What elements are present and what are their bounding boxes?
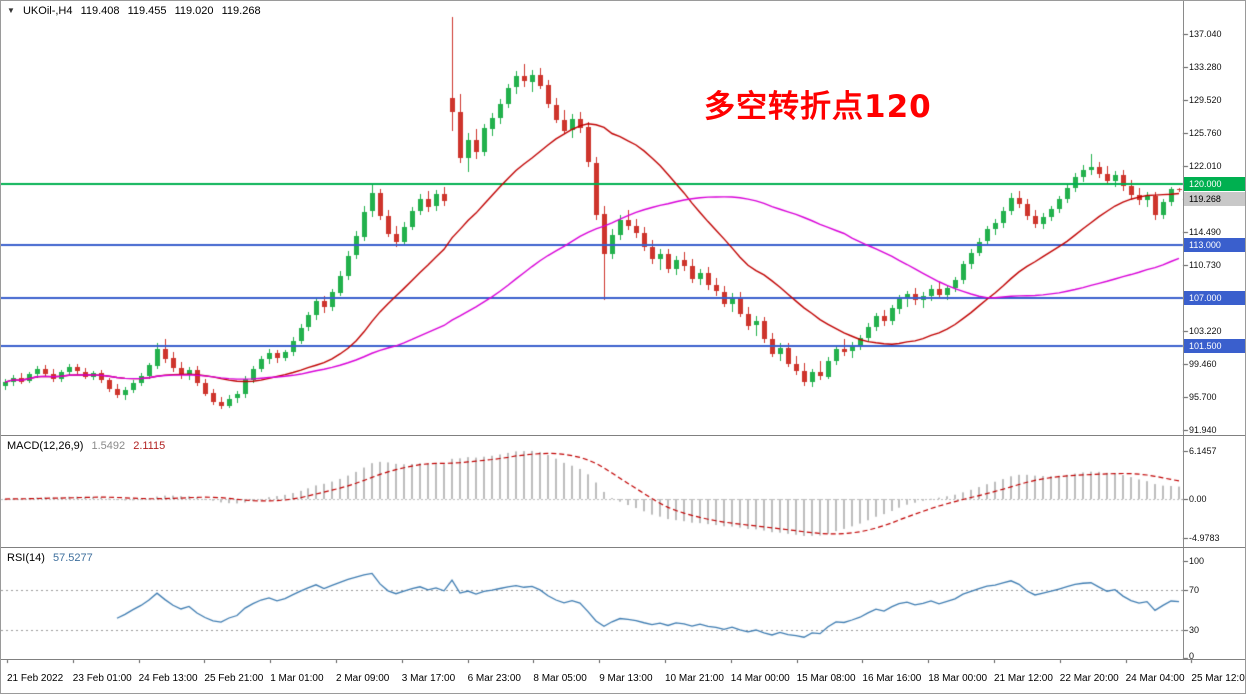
rsi-axis-label: 70 (1189, 585, 1200, 595)
macd-panel-header: MACD(12,26,9) 1.5492 2.1115 (7, 440, 170, 452)
price-axis-label: 125.760 (1189, 128, 1222, 138)
axis-separator (1183, 1, 1184, 659)
time-axis-label: 24 Mar 04:00 (1125, 673, 1185, 684)
price-level-tag: 120.000 (1184, 177, 1245, 191)
low-value: 119.020 (174, 5, 214, 17)
price-axis-label: 99.460 (1189, 359, 1217, 369)
rsi-value: 57.5277 (52, 552, 93, 564)
macd-axis-label: -4.9783 (1189, 533, 1220, 543)
time-axis-label: 3 Mar 17:00 (401, 673, 456, 684)
symbol-dropdown-icon[interactable]: ▼ (7, 6, 15, 15)
price-axis-label: 137.040 (1189, 29, 1222, 39)
macd-axis-label: 6.1457 (1189, 446, 1217, 456)
time-axis-label: 25 Mar 12:00 (1191, 673, 1246, 684)
time-axis-label: 22 Mar 20:00 (1059, 673, 1119, 684)
time-axis-label: 25 Feb 21:00 (204, 673, 264, 684)
close-value: 119.268 (221, 5, 261, 17)
price-level-tag: 101.500 (1184, 339, 1245, 353)
chart-annotation: 多空转折点120 (704, 89, 932, 125)
macd-signal-value: 2.1115 (133, 440, 166, 452)
panel-separator[interactable] (1, 435, 1245, 436)
time-axis-label: 14 Mar 00:00 (730, 673, 790, 684)
macd-main-value: 1.5492 (91, 440, 126, 452)
price-axis-label: 114.490 (1189, 227, 1221, 237)
price-axis-label: 95.700 (1189, 392, 1217, 402)
price-axis-label: 122.010 (1189, 161, 1222, 171)
rsi-axis-label: 30 (1189, 625, 1200, 635)
open-value: 119.408 (80, 5, 120, 17)
time-axis-label: 21 Mar 12:00 (994, 673, 1053, 684)
time-axis-label: 15 Mar 08:00 (796, 673, 856, 684)
price-axis-label: 129.520 (1189, 95, 1222, 105)
current-price-tag: 119.268 (1184, 192, 1245, 206)
rsi-panel-header: RSI(14) 57.5277 (7, 552, 98, 564)
rsi-axis-label: 0 (1189, 651, 1195, 661)
price-axis-label: 91.940 (1189, 425, 1217, 435)
price-panel-header: ▼ UKOil-,H4 119.408 119.455 119.020 119.… (7, 5, 266, 17)
time-axis-label: 6 Mar 23:00 (467, 673, 521, 684)
high-value: 119.455 (127, 5, 167, 17)
price-level-tag: 113.000 (1184, 238, 1245, 252)
price-level-tag: 107.000 (1184, 291, 1245, 305)
time-axis-label: 24 Feb 13:00 (138, 673, 198, 684)
time-axis-label: 21 Feb 2022 (7, 673, 64, 684)
time-axis-label: 23 Feb 01:00 (72, 673, 132, 684)
time-axis-label: 8 Mar 05:00 (533, 673, 587, 684)
time-axis-label: 9 Mar 13:00 (599, 673, 653, 684)
macd-axis-label: 0.00 (1189, 494, 1207, 504)
price-axis-label: 133.280 (1189, 62, 1222, 72)
time-axis-label: 1 Mar 01:00 (270, 673, 324, 684)
price-axis-label: 103.220 (1189, 326, 1222, 336)
price-axis-label: 110.730 (1189, 260, 1221, 270)
symbol-timeframe-label: UKOil-,H4 (22, 5, 73, 17)
macd-label: MACD(12,26,9) (7, 440, 84, 452)
rsi-label: RSI(14) (7, 552, 45, 564)
time-axis-label: 10 Mar 21:00 (665, 673, 724, 684)
panel-separator[interactable] (1, 547, 1245, 548)
time-axis-label: 16 Mar 16:00 (862, 673, 922, 684)
time-axis-label: 2 Mar 09:00 (336, 673, 390, 684)
panel-separator[interactable] (1, 659, 1245, 660)
rsi-axis-label: 100 (1189, 556, 1205, 566)
time-axis-label: 18 Mar 00:00 (928, 673, 988, 684)
